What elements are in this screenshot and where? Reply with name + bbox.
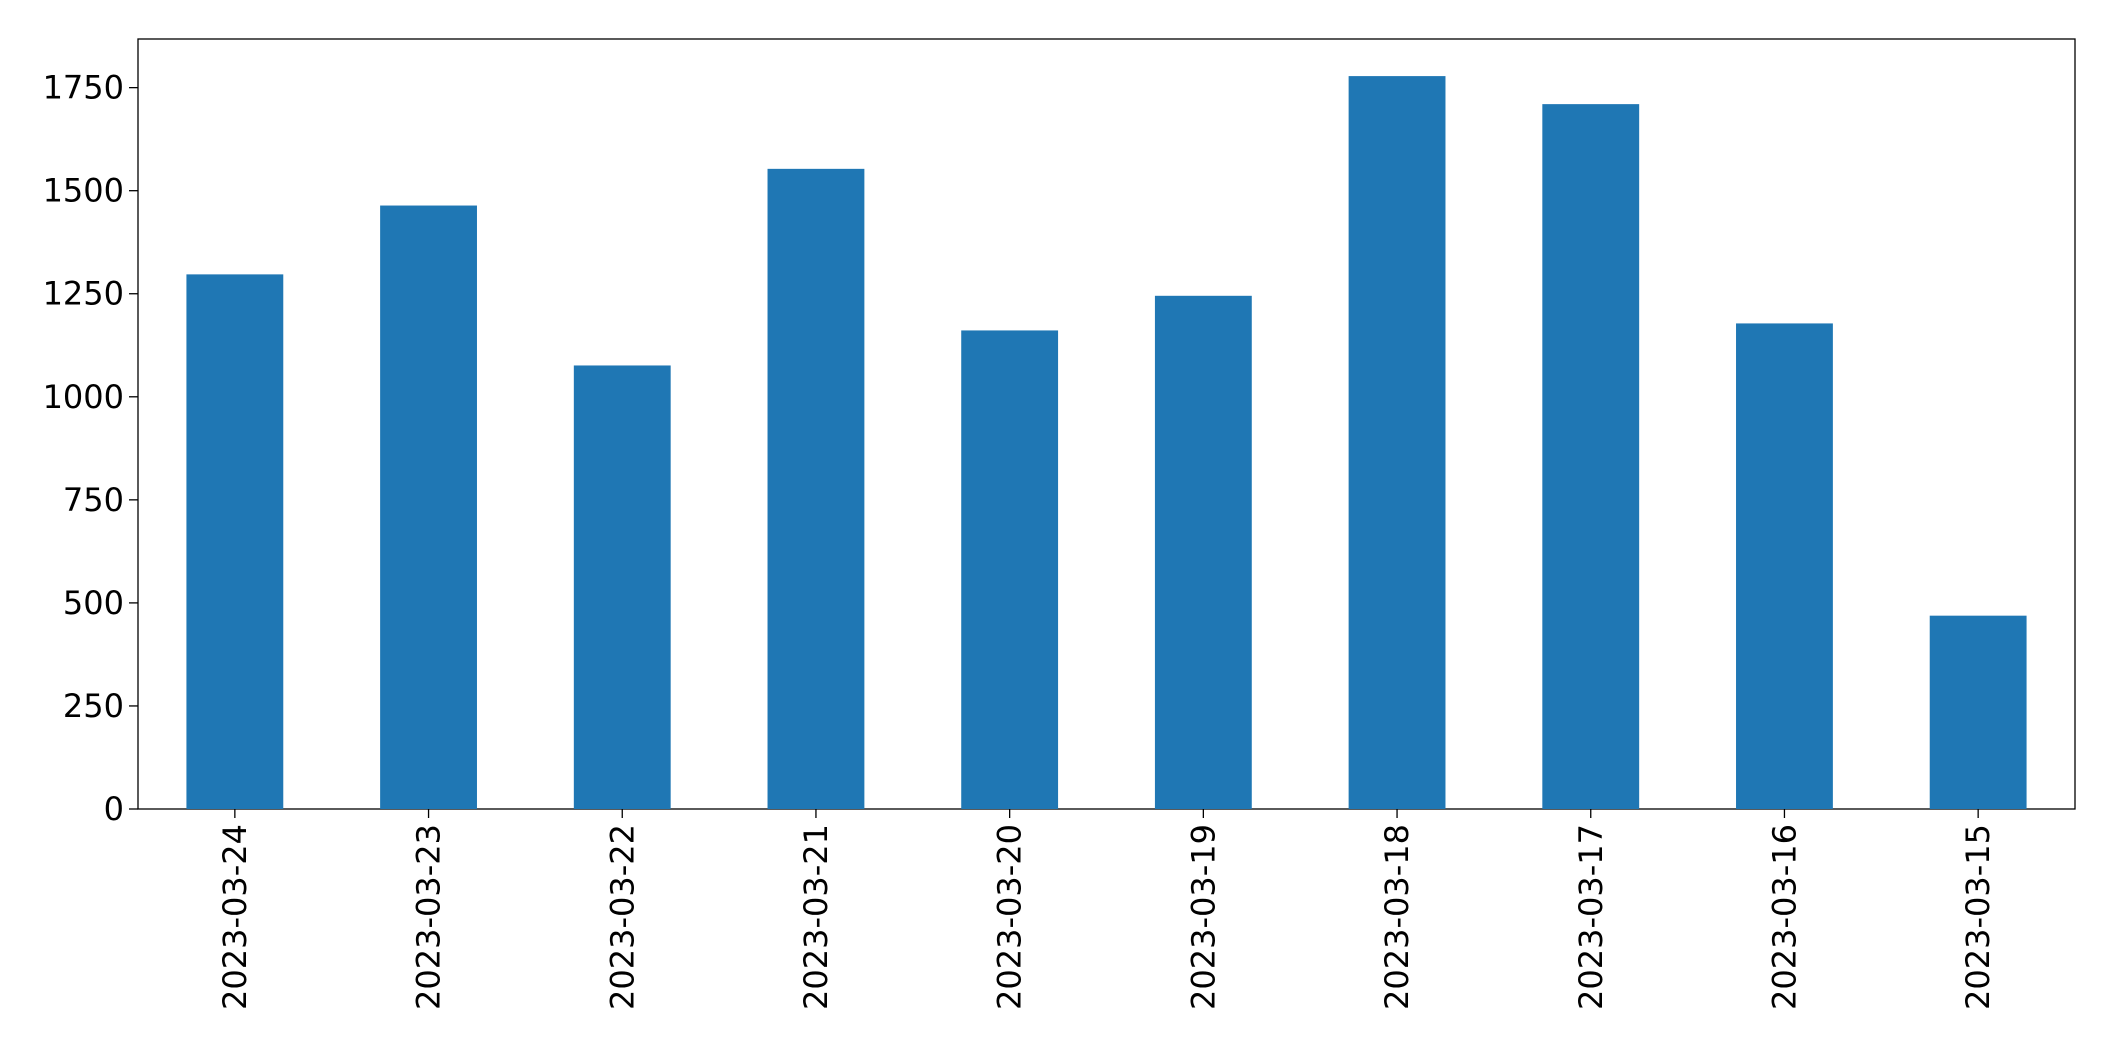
y-tick-label: 1000 (43, 378, 124, 416)
y-tick-label: 250 (63, 687, 124, 725)
bar (1736, 323, 1833, 809)
y-tick-label: 500 (63, 584, 124, 622)
x-tick-label: 2023-03-21 (797, 824, 835, 1010)
bar (767, 168, 865, 810)
bar (186, 274, 284, 809)
bar (1154, 295, 1252, 809)
bar (1542, 104, 1640, 809)
x-tick-label: 2023-03-17 (1572, 824, 1610, 1010)
y-tick-label: 0 (104, 790, 124, 828)
bar (961, 330, 1059, 809)
x-tick-label: 2023-03-20 (991, 824, 1029, 1010)
bar (1348, 76, 1446, 809)
x-tick-label: 2023-03-23 (410, 824, 448, 1010)
y-tick-label: 1250 (43, 275, 124, 313)
x-tick-label: 2023-03-19 (1184, 824, 1222, 1010)
bar (1929, 615, 2027, 809)
bar (380, 205, 477, 809)
plot-frame (137, 38, 2076, 810)
bar (573, 365, 671, 809)
x-tick-label: 2023-03-15 (1959, 824, 1997, 1010)
y-tick-label: 750 (63, 481, 124, 519)
y-tick-label: 1750 (43, 69, 124, 107)
x-tick-label: 2023-03-24 (216, 824, 254, 1010)
x-tick-label: 2023-03-16 (1765, 824, 1803, 1010)
y-tick-label: 1500 (43, 172, 124, 210)
x-tick-label: 2023-03-18 (1378, 824, 1416, 1010)
x-tick-label: 2023-03-22 (603, 824, 641, 1010)
